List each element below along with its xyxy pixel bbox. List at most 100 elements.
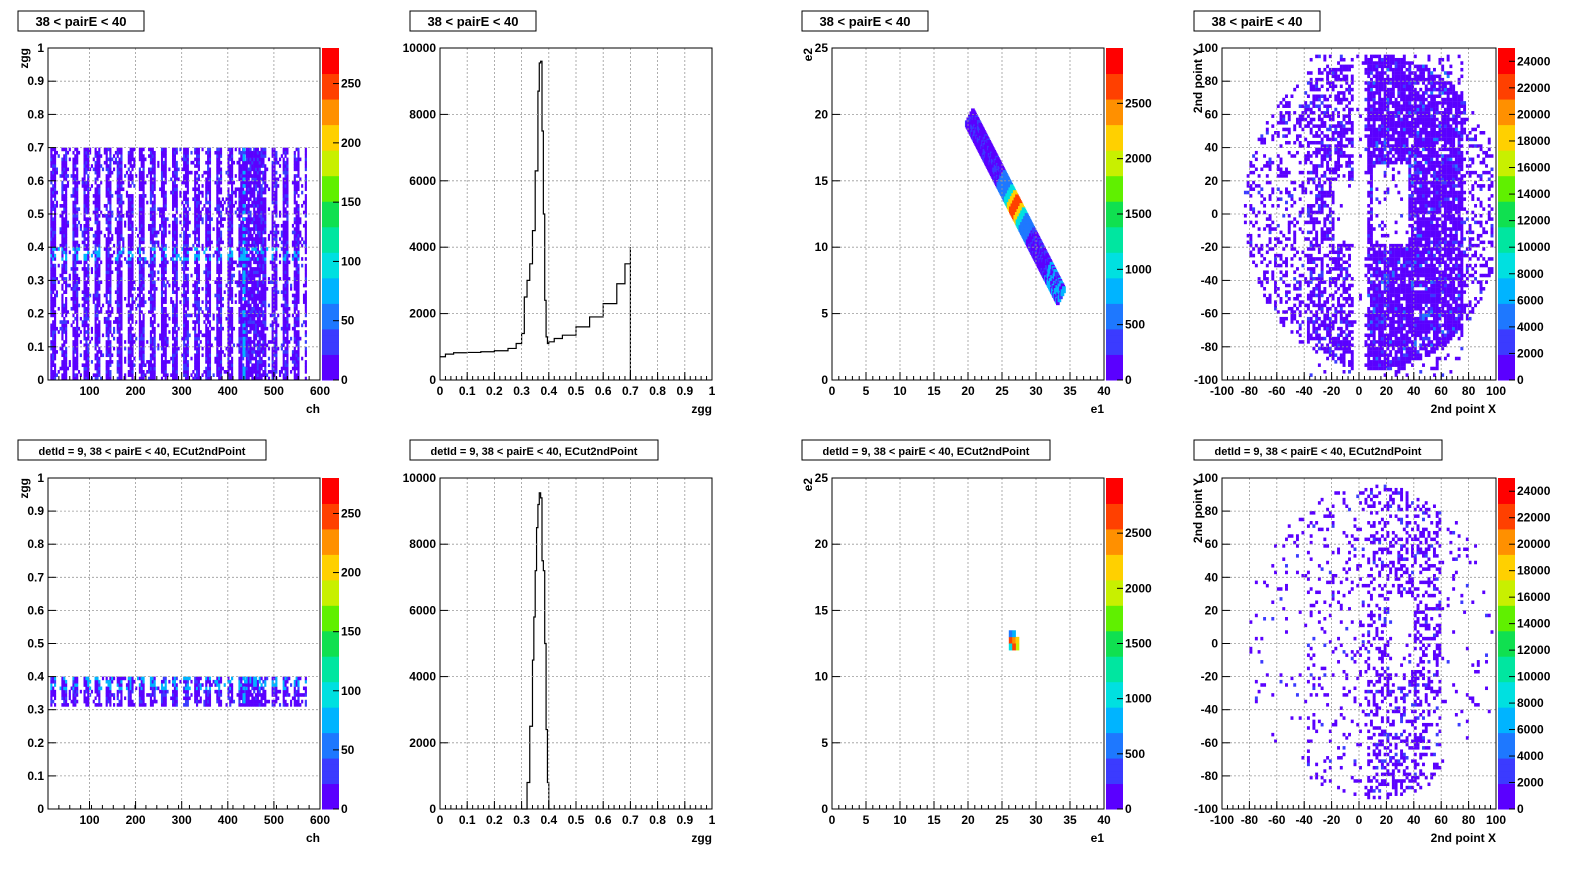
- heat-cell: [116, 263, 119, 268]
- heat-cell: [218, 147, 221, 152]
- heat-cell: [74, 293, 77, 298]
- heat-cell: [262, 267, 265, 271]
- heat-cell: [61, 270, 64, 275]
- heat-cell: [103, 204, 106, 208]
- heat-cell: [72, 240, 75, 245]
- heat-cell: [258, 157, 261, 162]
- heat-cell: [258, 214, 261, 218]
- heat-cell: [120, 150, 123, 155]
- heat-cell: [127, 267, 130, 271]
- heat-cell: [175, 184, 178, 188]
- heat-cell: [249, 260, 252, 265]
- heat-cell: [207, 200, 210, 205]
- heat-cell: [138, 277, 141, 281]
- heat-cell: [120, 147, 123, 152]
- heat-cell: [194, 214, 197, 218]
- heat-cell: [114, 150, 117, 155]
- heat-cell: [243, 303, 247, 308]
- heat-cell: [273, 207, 276, 211]
- heat-cell: [74, 147, 77, 152]
- heat-cell: [175, 220, 178, 225]
- heat-cell: [227, 180, 230, 185]
- heat-cell: [260, 376, 263, 381]
- heat-cell: [197, 174, 200, 178]
- heat-cell: [231, 277, 234, 281]
- heat-cell: [153, 326, 156, 331]
- heat-cell: [142, 313, 145, 318]
- heat-cell: [197, 210, 200, 215]
- heat-cell: [238, 280, 241, 285]
- heat-cell: [264, 253, 267, 258]
- heat-cell: [197, 320, 200, 324]
- heat-cell: [129, 184, 132, 188]
- heat-cell: [262, 300, 265, 304]
- heat-cell: [208, 336, 212, 341]
- heat-cell: [98, 230, 101, 235]
- heat-cell: [284, 336, 287, 341]
- heat-cell: [140, 280, 143, 285]
- heat-cell: [149, 190, 153, 195]
- heat-cell: [183, 207, 186, 211]
- heat-cell: [52, 223, 55, 228]
- heat-cell: [205, 283, 208, 288]
- heat-cell: [240, 260, 243, 265]
- heat-cell: [149, 207, 153, 211]
- heat-cell: [149, 154, 153, 158]
- heat-cell: [160, 287, 164, 291]
- heat-cell: [96, 370, 99, 374]
- heat-cell: [83, 277, 86, 281]
- heat-cell: [254, 217, 258, 221]
- heat-cell: [249, 157, 252, 162]
- heat-cell: [146, 370, 149, 374]
- heat-cell: [50, 346, 53, 351]
- heat-cell: [201, 147, 204, 152]
- heat-cell: [282, 373, 285, 377]
- heat-cell: [101, 214, 105, 218]
- heat-cell: [142, 167, 145, 172]
- heat-cell: [249, 164, 252, 168]
- heat-cell: [286, 310, 289, 314]
- heat-cell: [216, 157, 219, 162]
- heat-cell: [275, 253, 278, 258]
- heat-cell: [164, 177, 167, 182]
- heat-cell: [173, 184, 177, 188]
- heat-cell: [238, 217, 241, 221]
- heat-cell: [186, 200, 189, 205]
- heat-cell: [273, 293, 276, 298]
- heat-cell: [256, 167, 259, 172]
- heat-cell: [162, 260, 165, 265]
- heat-cell: [109, 283, 112, 288]
- heat-cell: [260, 190, 263, 195]
- heat-cell: [116, 177, 119, 182]
- heat-cell: [162, 323, 165, 328]
- heat-cell: [72, 170, 75, 175]
- heat-cell: [153, 220, 156, 225]
- heat-cell: [205, 293, 208, 298]
- heat-cell: [207, 293, 210, 298]
- heat-cell: [286, 316, 289, 321]
- heat-cell: [90, 253, 94, 258]
- heat-cell: [231, 240, 234, 245]
- heat-cell: [258, 233, 261, 238]
- heat-cell: [266, 326, 269, 331]
- heat-cell: [207, 336, 210, 341]
- heat-cell: [105, 376, 108, 381]
- heat-cell: [225, 283, 228, 288]
- heat-cell: [175, 306, 178, 311]
- heat-cell: [186, 343, 189, 348]
- heat-cell: [105, 277, 108, 281]
- heat-cell: [275, 283, 278, 288]
- heat-cell: [98, 150, 101, 155]
- heat-cell: [260, 204, 263, 208]
- heat-cell: [219, 293, 223, 298]
- heat-cell: [231, 316, 234, 321]
- heat-cell: [170, 373, 173, 377]
- heat-cell: [201, 184, 204, 188]
- heat-cell: [194, 230, 197, 235]
- heat-cell: [101, 303, 105, 308]
- heat-cell: [50, 303, 53, 308]
- heat-cell: [107, 177, 110, 182]
- heat-cell: [164, 330, 167, 334]
- heat-cell: [245, 204, 248, 208]
- heat-cell: [118, 323, 121, 328]
